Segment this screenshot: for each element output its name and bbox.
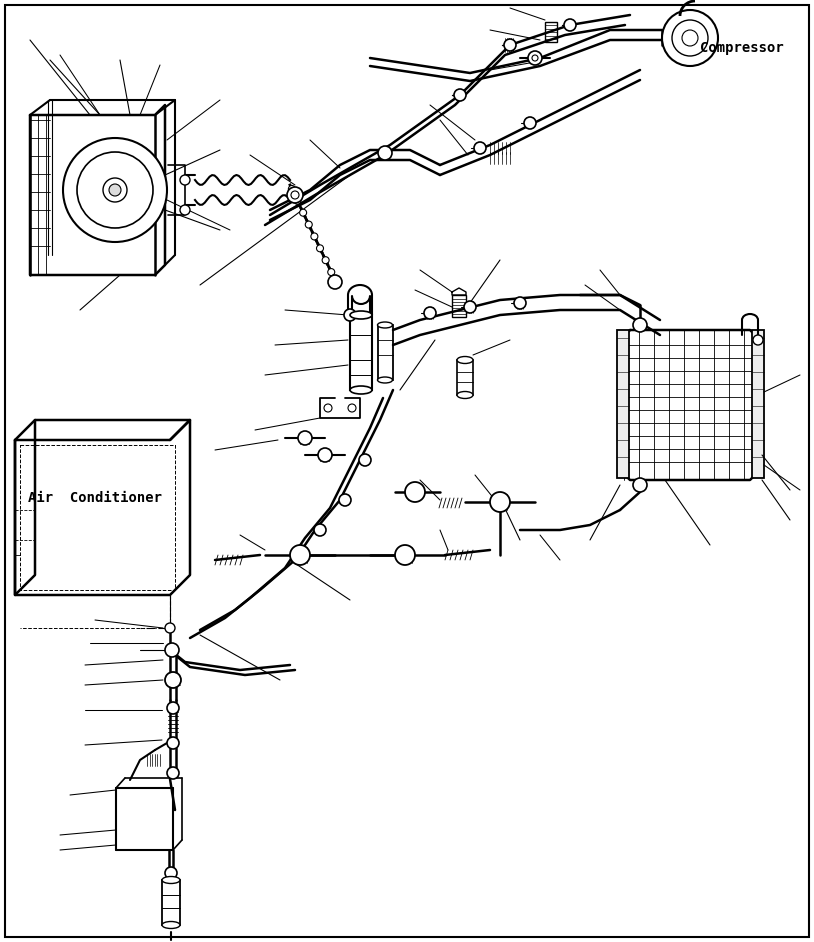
Circle shape [672,20,708,56]
Circle shape [454,89,466,101]
Ellipse shape [378,377,392,383]
Bar [752,330,764,478]
Circle shape [378,146,392,160]
Circle shape [524,117,536,129]
Circle shape [103,178,127,202]
Ellipse shape [457,392,473,398]
Circle shape [344,309,356,321]
Circle shape [339,494,351,506]
Circle shape [324,404,332,412]
Circle shape [514,297,526,309]
Text: Air  Conditioner: Air Conditioner [28,491,162,505]
Circle shape [167,702,179,714]
Circle shape [305,221,313,228]
Circle shape [528,51,542,65]
Circle shape [165,867,177,879]
Circle shape [504,39,516,51]
Bar [162,880,180,925]
Bar [545,22,557,42]
Circle shape [300,209,307,217]
Circle shape [359,454,371,466]
Ellipse shape [350,386,372,394]
Ellipse shape [378,322,392,328]
Circle shape [328,275,342,289]
Circle shape [322,257,329,264]
Circle shape [464,301,476,313]
Circle shape [294,197,301,204]
Circle shape [165,623,175,633]
Circle shape [395,545,415,565]
Circle shape [753,335,763,345]
Circle shape [318,448,332,462]
Circle shape [682,30,698,46]
Ellipse shape [350,311,372,319]
Circle shape [633,318,647,332]
Circle shape [180,205,190,215]
Circle shape [291,191,299,199]
Bar [617,330,629,478]
Text: Compressor: Compressor [700,41,784,55]
Ellipse shape [162,876,180,884]
Circle shape [564,19,576,31]
Circle shape [165,672,181,688]
Circle shape [532,55,538,61]
Circle shape [63,138,167,242]
Circle shape [109,184,121,196]
Circle shape [298,431,312,445]
Ellipse shape [162,921,180,929]
Bar [350,315,372,390]
Circle shape [167,767,179,779]
Circle shape [328,268,335,276]
Circle shape [633,478,647,492]
Circle shape [662,10,718,66]
Circle shape [180,175,190,185]
Circle shape [474,142,486,154]
Circle shape [317,245,323,252]
Bar [378,325,393,380]
Circle shape [314,524,326,536]
Circle shape [490,492,510,512]
Circle shape [165,643,179,657]
Ellipse shape [457,356,473,364]
Circle shape [287,187,303,203]
Circle shape [311,233,318,240]
Circle shape [405,482,425,502]
Circle shape [348,404,356,412]
Circle shape [288,186,295,192]
Circle shape [77,152,153,228]
Bar [452,295,466,317]
Circle shape [290,545,310,565]
Circle shape [167,737,179,749]
Circle shape [424,307,436,319]
Bar [457,360,473,395]
